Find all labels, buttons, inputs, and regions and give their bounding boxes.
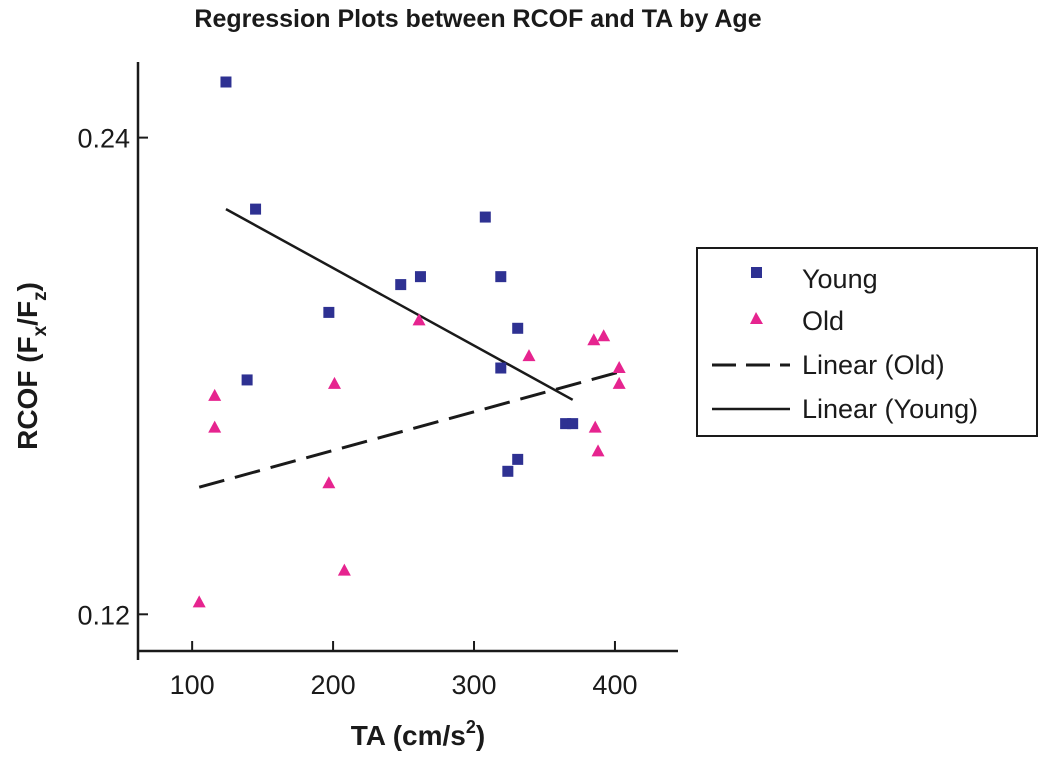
y-axis: 0.24 0.12 bbox=[77, 62, 148, 660]
legend-box bbox=[696, 247, 1038, 437]
x-tick-label: 100 bbox=[170, 670, 215, 700]
old-point bbox=[588, 420, 602, 433]
legend-old-marker bbox=[750, 312, 763, 324]
legend-old-label: Old bbox=[802, 306, 844, 336]
old-point bbox=[192, 595, 206, 608]
young-point bbox=[512, 453, 524, 465]
young-point bbox=[414, 271, 426, 283]
young-point bbox=[479, 211, 491, 223]
old-point bbox=[597, 329, 611, 342]
legend-linear-young-label: Linear (Young) bbox=[802, 394, 978, 424]
old-point bbox=[208, 420, 222, 433]
old-point bbox=[208, 388, 222, 401]
chart-title: Regression Plots between RCOF and TA by … bbox=[194, 5, 761, 33]
old-point bbox=[337, 563, 351, 576]
linear-old-trendline bbox=[198, 370, 620, 489]
x-axis-label: TA (cm/s2) bbox=[351, 717, 485, 751]
young-point bbox=[241, 374, 253, 386]
young-point bbox=[502, 465, 514, 477]
x-tick-label: 200 bbox=[311, 670, 356, 700]
legend-young-label: Young bbox=[802, 264, 878, 294]
young-point bbox=[560, 418, 572, 430]
legend-young-marker bbox=[751, 267, 762, 278]
old-point bbox=[327, 376, 341, 389]
young-point bbox=[495, 271, 507, 283]
young-point bbox=[220, 76, 232, 88]
x-axis: 100 200 300 400 bbox=[138, 641, 678, 700]
old-point bbox=[412, 313, 426, 326]
young-point bbox=[323, 306, 335, 318]
young-point bbox=[512, 322, 524, 334]
old-point bbox=[612, 361, 626, 374]
plot-area bbox=[192, 76, 626, 608]
x-tick-label: 300 bbox=[451, 670, 496, 700]
old-point bbox=[322, 476, 336, 489]
old-point bbox=[587, 333, 601, 346]
legend: Young Old Linear (Old) Linear (Young) bbox=[696, 247, 1038, 437]
young-point bbox=[567, 418, 579, 430]
young-point bbox=[250, 203, 262, 215]
linear-young-trendline bbox=[225, 208, 574, 401]
old-point bbox=[591, 444, 605, 457]
y-axis-label: RCOF (Fx/Fz) bbox=[12, 282, 51, 450]
legend-linear-old-label: Linear (Old) bbox=[802, 350, 945, 380]
young-point bbox=[495, 362, 507, 374]
old-point bbox=[612, 376, 626, 389]
old-point bbox=[522, 349, 536, 362]
y-tick-label: 0.24 bbox=[77, 124, 130, 154]
young-point bbox=[395, 279, 407, 291]
y-tick-label: 0.12 bbox=[77, 600, 130, 630]
x-tick-label: 400 bbox=[592, 670, 637, 700]
